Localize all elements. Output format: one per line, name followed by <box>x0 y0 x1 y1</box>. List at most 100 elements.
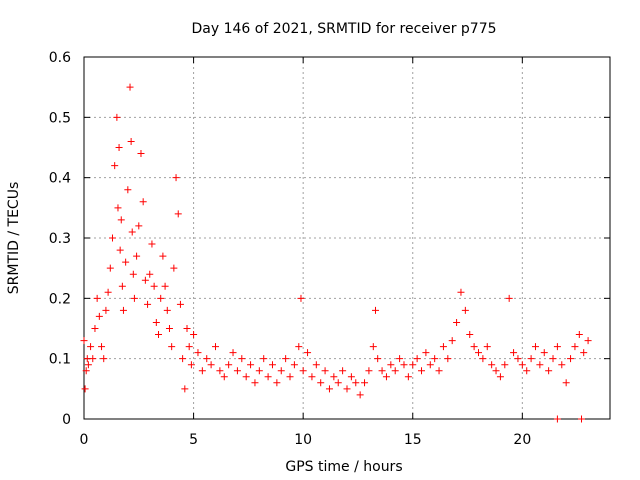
data-point <box>317 379 325 387</box>
data-point <box>334 379 342 387</box>
data-point <box>545 367 553 375</box>
data-points <box>80 83 592 423</box>
data-point <box>95 312 103 320</box>
data-point <box>163 306 171 314</box>
data-point <box>371 306 379 314</box>
data-point <box>575 331 583 339</box>
data-point <box>531 343 539 351</box>
data-point <box>91 325 99 332</box>
data-point <box>152 318 160 326</box>
data-point <box>312 361 320 369</box>
data-point <box>118 282 126 290</box>
data-point <box>242 373 250 381</box>
data-point <box>165 325 173 332</box>
data-point <box>396 355 404 363</box>
data-point <box>479 355 487 363</box>
data-point <box>409 361 417 369</box>
data-point <box>540 349 548 357</box>
data-point <box>157 294 165 302</box>
data-point <box>255 367 263 375</box>
data-point <box>220 373 228 381</box>
data-point <box>426 361 434 369</box>
data-point <box>321 367 329 375</box>
data-point <box>457 288 465 296</box>
x-tick-label: 0 <box>80 432 89 448</box>
data-point <box>127 137 135 145</box>
data-point <box>203 355 211 363</box>
data-point <box>580 349 588 357</box>
data-point <box>514 355 522 363</box>
data-point <box>187 361 195 369</box>
data-point <box>170 264 178 272</box>
data-point <box>510 349 518 357</box>
data-point <box>181 385 189 393</box>
data-point <box>251 379 259 387</box>
data-point <box>505 294 513 302</box>
data-point <box>382 373 390 381</box>
data-point <box>172 174 180 182</box>
data-point <box>286 373 294 381</box>
data-point <box>159 252 167 260</box>
y-tick-label: 0.4 <box>49 171 71 187</box>
data-point <box>400 361 408 369</box>
data-point <box>536 361 544 369</box>
data-point <box>448 337 456 345</box>
data-point <box>413 355 421 363</box>
data-point <box>374 355 382 363</box>
data-point <box>361 379 369 387</box>
y-tick-label: 0.3 <box>49 231 71 247</box>
data-point <box>277 367 285 375</box>
data-point <box>87 343 95 351</box>
data-point <box>146 270 154 278</box>
chart-title: Day 146 of 2021, SRMTID for receiver p77… <box>191 21 496 37</box>
data-point <box>356 391 364 399</box>
grid <box>84 57 610 419</box>
data-point <box>117 216 125 224</box>
data-point <box>106 264 114 272</box>
data-point <box>453 318 461 326</box>
data-point <box>139 198 147 206</box>
y-tick-label: 0 <box>62 412 71 428</box>
data-point <box>369 343 377 351</box>
data-point <box>422 349 430 357</box>
data-point <box>404 373 412 381</box>
data-point <box>148 240 156 248</box>
data-point <box>100 355 108 363</box>
data-point <box>84 361 92 369</box>
data-point <box>578 415 586 423</box>
data-point <box>80 337 88 345</box>
data-point <box>325 385 333 393</box>
data-point <box>225 361 233 369</box>
data-point <box>435 367 443 375</box>
data-point <box>114 204 122 212</box>
data-point <box>308 373 316 381</box>
data-point <box>418 367 426 375</box>
y-tick-label: 0.1 <box>49 352 71 368</box>
data-point <box>198 367 206 375</box>
data-point <box>347 373 355 381</box>
data-point <box>378 367 386 375</box>
data-point <box>299 367 307 375</box>
data-point <box>553 415 561 423</box>
data-point <box>126 83 134 91</box>
data-point <box>116 246 124 254</box>
data-point <box>89 355 97 363</box>
x-tick-label: 10 <box>294 432 312 448</box>
data-point <box>558 361 566 369</box>
data-point <box>282 355 290 363</box>
data-point <box>562 379 570 387</box>
data-point <box>290 361 298 369</box>
data-point <box>98 343 106 351</box>
data-point <box>207 361 215 369</box>
data-point <box>81 385 89 393</box>
data-point <box>571 343 579 351</box>
data-point <box>113 113 121 121</box>
data-point <box>483 343 491 351</box>
data-point <box>492 367 500 375</box>
data-point <box>496 373 504 381</box>
data-point <box>82 367 90 375</box>
data-point <box>183 325 191 332</box>
data-point <box>295 343 303 351</box>
data-point <box>150 282 158 290</box>
